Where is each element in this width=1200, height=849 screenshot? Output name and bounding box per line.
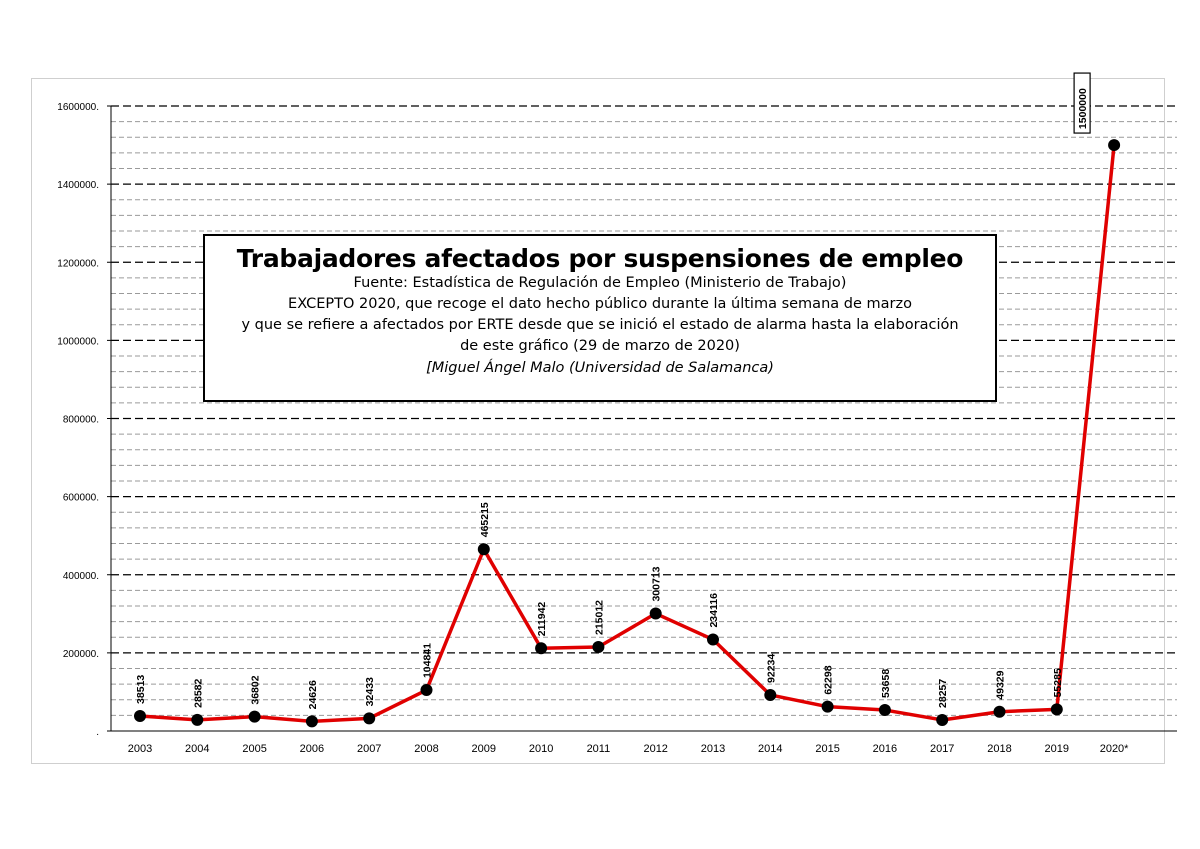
data-label: 234116	[708, 593, 720, 628]
data-label: 92234	[765, 654, 777, 683]
data-label: 215012	[593, 600, 605, 635]
x-tick-label: 2007	[357, 743, 381, 755]
y-tick-labels: . 200000. 400000. 600000. 800000. 1000000. 120…	[57, 102, 99, 738]
data-point	[592, 641, 605, 654]
y-tick-label: 600000.	[63, 493, 99, 504]
title-box: Trabajadores afectados por suspensiones …	[203, 234, 997, 402]
data-point	[707, 633, 719, 646]
data-labels: 38513 28582 36802 24626 32433 104841 465215 211…	[135, 72, 1091, 709]
x-tick-label: 2005	[242, 743, 266, 755]
y-tick-label: 1200000.	[57, 258, 99, 269]
x-tick-label: 2020*	[1100, 743, 1129, 755]
x-tick-label: 2010	[529, 743, 553, 755]
data-point	[878, 704, 891, 717]
x-tick-labels: 2003 2004 2005 2006 2007 2008 2009 2010 2011 2012…	[128, 743, 1129, 755]
data-point	[764, 688, 777, 701]
y-tick-label: 800000.	[63, 415, 99, 426]
data-label: 53658	[880, 669, 892, 698]
x-tick-label: 2014	[758, 743, 782, 755]
chart-frame	[31, 78, 1165, 764]
data-label: 49329	[995, 670, 1007, 699]
x-tick-label: 2006	[300, 743, 324, 755]
data-label: 32433	[364, 677, 376, 706]
data-label: 211942	[536, 602, 548, 637]
chart-author: [Miguel Ángel Malo (Universidad de Salam…	[426, 360, 774, 376]
x-tick-label: 2017	[930, 743, 954, 755]
series-line-path	[139, 144, 1116, 724]
x-tick-label: 2003	[128, 743, 152, 755]
data-point	[420, 684, 433, 697]
x-tick-label: 2016	[873, 743, 897, 755]
x-tick-label: 2011	[587, 743, 611, 755]
y-tick-label: 1000000.	[57, 336, 99, 347]
data-label: 300713	[651, 566, 663, 601]
data-point	[248, 710, 261, 723]
chart-title: Trabajadores afectados por suspensiones …	[236, 244, 964, 273]
x-tick-label: 2013	[701, 743, 725, 755]
data-point	[993, 705, 1006, 718]
data-point	[191, 713, 204, 726]
data-point	[1050, 703, 1063, 716]
data-label: 36802	[250, 675, 262, 704]
data-point	[305, 715, 318, 728]
x-tick-label: 2004	[185, 743, 209, 755]
data-point	[821, 700, 834, 713]
grid-lines	[111, 105, 1177, 716]
data-label: 465215	[479, 502, 491, 537]
y-tick-label: 1400000.	[57, 180, 99, 191]
data-point	[134, 709, 146, 722]
x-tick-label: 2008	[414, 743, 438, 755]
data-label: 28257	[937, 679, 949, 708]
y-tick-label: 400000.	[63, 571, 99, 582]
data-points	[134, 139, 1121, 728]
x-tick-label: 2018	[987, 743, 1011, 755]
data-label: 104841	[422, 643, 434, 678]
data-label: 62298	[823, 665, 835, 694]
subtitle-line-4: de este gráfico (29 de marzo de 2020)	[460, 338, 740, 354]
subtitle-line-3: y que se refiere a afectados por ERTE de…	[241, 317, 959, 333]
y-tick-label: .	[96, 727, 99, 738]
x-tick-label: 2012	[643, 743, 667, 755]
data-label: 55285	[1052, 668, 1064, 697]
data-point	[363, 712, 376, 725]
x-tick-label: 2009	[472, 743, 496, 755]
subtitle-line-1: Fuente: Estadística de Regulación de Emp…	[353, 275, 847, 291]
data-label: 28582	[192, 678, 204, 707]
data-label-group: 1500000	[1073, 72, 1091, 134]
data-point	[936, 713, 949, 726]
series-line	[139, 144, 1116, 724]
data-point	[535, 642, 548, 655]
data-point	[477, 543, 490, 556]
data-point	[1108, 139, 1121, 152]
x-tick-label: 2019	[1045, 743, 1069, 755]
axes	[107, 105, 1177, 732]
data-label: 1500000	[1077, 88, 1089, 129]
data-point	[649, 607, 662, 620]
data-label-box	[1073, 72, 1091, 134]
y-tick-label: 200000.	[63, 649, 99, 660]
y-tick-label: 1600000.	[57, 102, 99, 113]
x-tick-label: 2015	[815, 743, 839, 755]
data-label: 24626	[307, 680, 319, 709]
data-label: 38513	[135, 675, 147, 704]
subtitle-line-2: EXCEPTO 2020, que recoge el dato hecho p…	[288, 296, 912, 312]
